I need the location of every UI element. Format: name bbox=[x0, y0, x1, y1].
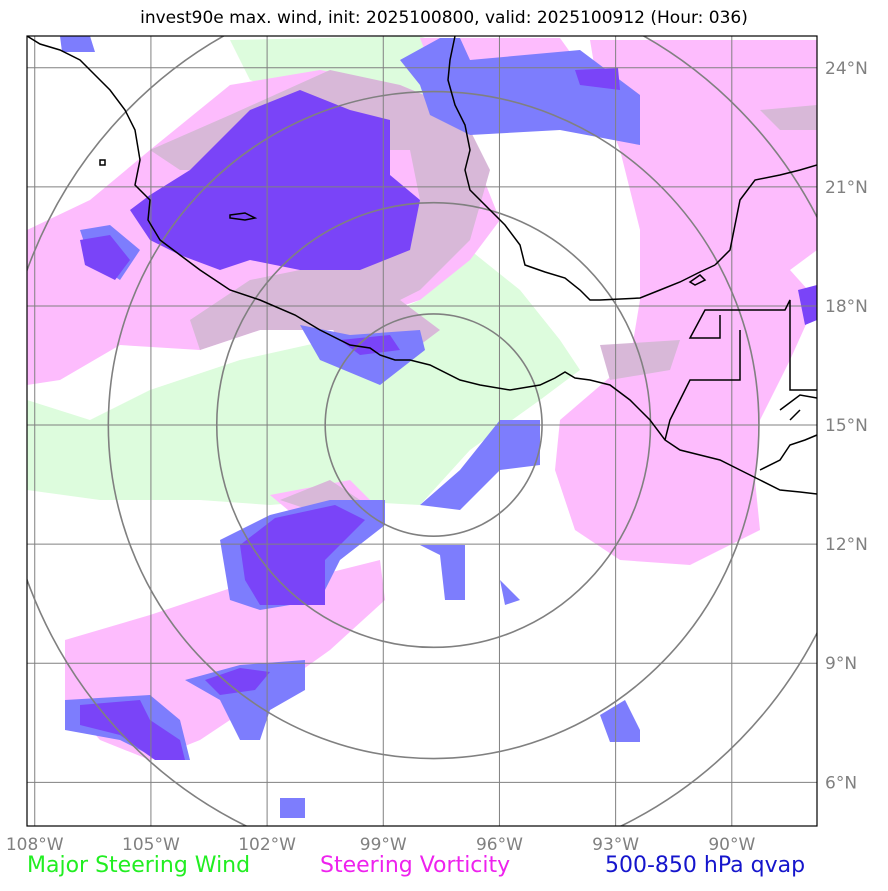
overlap-area-northeast bbox=[760, 105, 817, 130]
coastline-gulf bbox=[447, 36, 716, 301]
lon-tick-label: 90°W bbox=[708, 835, 755, 855]
qvap-area-mid bbox=[300, 325, 425, 385]
legend-steering-vorticity: Steering Vorticity bbox=[320, 853, 511, 878]
border-honduras bbox=[759, 394, 817, 471]
violet-area-northeast bbox=[575, 68, 620, 90]
coastline-pacific bbox=[27, 36, 817, 495]
lat-tick-label: 9°N bbox=[825, 654, 857, 674]
qvap-vorticity-overlap-layer bbox=[80, 68, 817, 760]
lat-tick-label: 21°N bbox=[825, 178, 868, 198]
range-rings bbox=[27, 36, 817, 826]
field-layers bbox=[27, 36, 817, 818]
lon-tick-label: 96°W bbox=[476, 835, 523, 855]
qvap-area-gulf bbox=[400, 38, 640, 145]
lake bbox=[688, 274, 707, 286]
violet-area-coast bbox=[80, 235, 130, 280]
violet-area-northwest bbox=[130, 90, 420, 270]
violet-area-mid bbox=[340, 335, 400, 355]
qvap-area-northwest bbox=[60, 36, 95, 52]
lon-tick-label: 93°W bbox=[592, 835, 639, 855]
lat-tick-label: 18°N bbox=[825, 297, 868, 317]
island-west bbox=[229, 212, 258, 221]
island-small bbox=[99, 159, 106, 166]
qvap-area-southeast bbox=[600, 700, 640, 742]
vorticity-area-east bbox=[555, 40, 817, 565]
range-ring bbox=[215, 201, 652, 649]
legend-steering-wind: Major Steering Wind bbox=[27, 853, 251, 878]
longitude-tick-labels: 108°W 105°W 102°W 99°W 96°W 93°W 90°W bbox=[6, 835, 756, 855]
lon-tick-label: 99°W bbox=[360, 835, 407, 855]
latitude-tick-labels: 6°N 9°N 12°N 15°N 18°N 21°N 24°N bbox=[825, 59, 868, 794]
violet-area-east bbox=[798, 285, 817, 325]
qvap-area-south-blob bbox=[420, 545, 465, 600]
qvap-area-small-east bbox=[500, 580, 520, 605]
lat-tick-label: 24°N bbox=[825, 59, 868, 79]
map-title: invest90e max. wind, init: 2025100800, v… bbox=[140, 8, 748, 28]
lat-tick-label: 12°N bbox=[825, 535, 868, 555]
overlap-area-east bbox=[600, 340, 680, 380]
map-frame bbox=[26, 35, 818, 827]
lat-tick-label: 6°N bbox=[825, 773, 857, 793]
range-ring bbox=[107, 90, 760, 760]
border-guatemala bbox=[664, 299, 817, 441]
coastline-yucatan bbox=[714, 164, 817, 266]
violet-area-south bbox=[240, 505, 365, 605]
qvap-area-bottom bbox=[280, 798, 305, 818]
lon-tick-label: 102°W bbox=[238, 835, 296, 855]
lon-tick-label: 105°W bbox=[122, 835, 180, 855]
lat-tick-label: 15°N bbox=[825, 416, 868, 436]
coastlines bbox=[27, 36, 817, 495]
legend-qvap: 500-850 hPa qvap bbox=[605, 853, 806, 878]
violet-area-south-mid bbox=[205, 668, 270, 695]
lat-lon-gridlines bbox=[27, 36, 817, 826]
range-ring bbox=[324, 313, 543, 538]
lon-tick-label: 108°W bbox=[6, 835, 64, 855]
qvap-area-south-center bbox=[420, 420, 540, 510]
violet-area-southwest bbox=[80, 700, 185, 760]
